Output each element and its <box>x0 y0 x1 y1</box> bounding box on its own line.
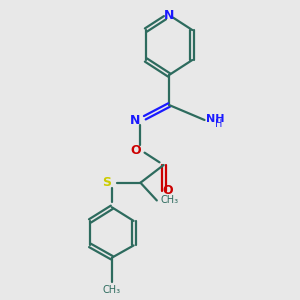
Text: CH₃: CH₃ <box>103 285 121 295</box>
Text: S: S <box>102 176 111 189</box>
Text: O: O <box>130 143 141 157</box>
Text: CH₃: CH₃ <box>160 195 178 206</box>
Text: H: H <box>215 119 222 129</box>
Text: N: N <box>164 8 174 22</box>
Text: O: O <box>162 184 173 197</box>
Text: NH: NH <box>206 114 224 124</box>
Text: N: N <box>130 113 141 127</box>
